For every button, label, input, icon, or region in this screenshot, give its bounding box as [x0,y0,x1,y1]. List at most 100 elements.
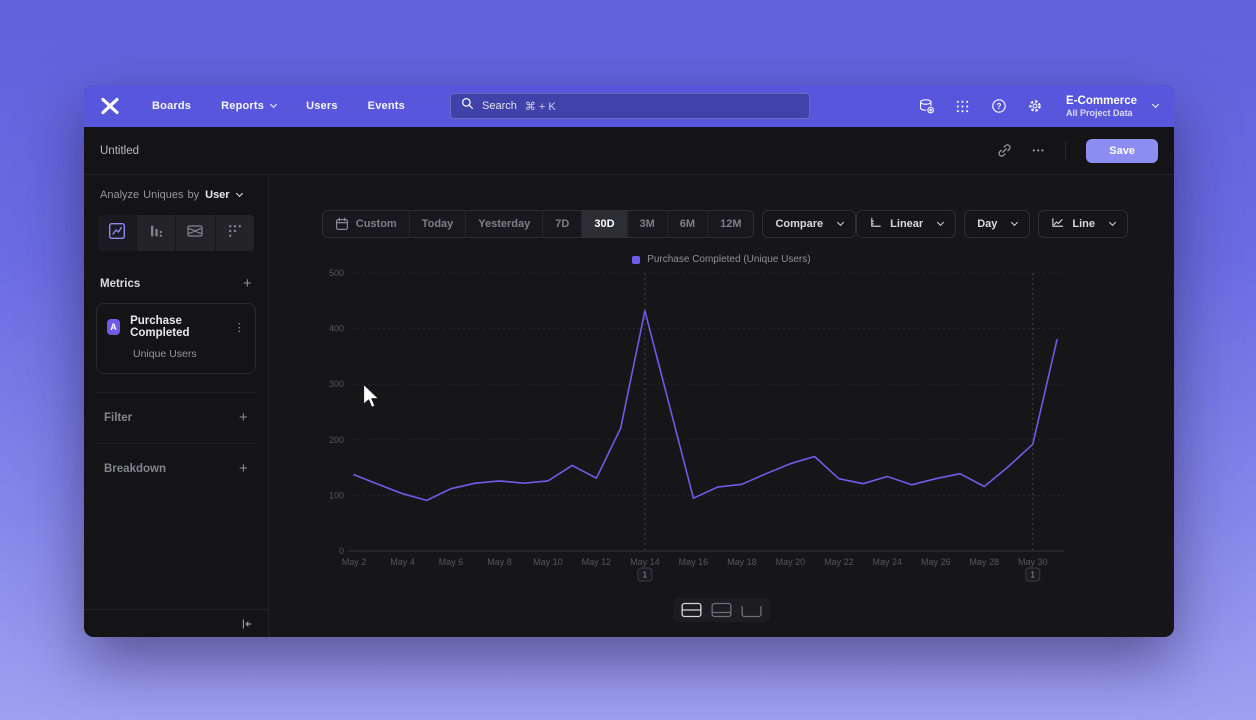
funnels-bars-icon [146,221,166,246]
y-axis-label: 300 [329,379,344,389]
scale-dropdown[interactable]: Linear [856,210,957,238]
metric-series-badge: A [107,319,121,335]
metric-event-name[interactable]: Purchase Completed [130,315,190,339]
metric-options-icon[interactable]: ⋮ [233,321,245,334]
chart-type-dropdown[interactable]: Line [1038,210,1128,238]
calendar-icon [335,217,348,231]
y-axis-label: 400 [329,324,344,334]
chart-size-full-button[interactable] [740,601,763,619]
report-header: Untitled ••• Save [84,127,1174,175]
date-range-group: Custom Today Yesterday 7D 30D 3M 6M 12M [321,210,755,238]
tab-flows[interactable] [175,215,215,251]
x-axis-label: May 6 [438,557,463,567]
analyze-row: Analyze Uniques by User [84,175,268,211]
annotation-badge[interactable] [637,567,653,582]
chevron-down-icon [270,100,278,109]
x-axis-label: May 12 [581,557,611,567]
add-metric-button[interactable]: + [242,275,252,292]
top-nav: Boards Reports Users Events Search ⌘ + K [84,85,1174,127]
range-30d[interactable]: 30D [581,211,627,237]
metric-measure[interactable]: Unique Users [133,348,197,360]
tab-insights[interactable] [98,215,137,251]
metric-card[interactable]: A Purchase Completed ⋮ Unique Users [96,303,256,374]
chart-size-split-button[interactable] [680,601,703,619]
app-window: Boards Reports Users Events Search ⌘ + K [84,85,1174,637]
filter-label: Filter [104,411,133,424]
nav-item-users[interactable]: Users [306,100,338,112]
report-title[interactable]: Untitled [100,144,139,157]
collapse-sidebar-icon[interactable] [239,617,254,631]
help-icon[interactable]: ? [990,98,1007,115]
range-yesterday[interactable]: Yesterday [465,211,542,237]
range-6m[interactable]: 6M [666,211,707,237]
x-axis-label: May 4 [390,557,415,567]
series-line[interactable] [352,309,1058,502]
more-options-icon[interactable]: ••• [1032,146,1046,155]
line-chart[interactable]: 0 100 200 300 400 500 1 1 May 2 May 4 May 6 May 8 Ma… [322,268,1067,590]
range-7d[interactable]: 7D [542,211,581,237]
nav-item-boards[interactable]: Boards [152,100,192,112]
tab-funnels[interactable] [136,215,176,251]
range-12m[interactable]: 12M [707,211,753,237]
range-custom[interactable]: Custom [323,211,409,237]
x-axis-label: May 18 [727,557,757,567]
nav-menu: Boards Reports Users Events [152,100,435,112]
analyze-measure[interactable]: Uniques [143,189,184,201]
settings-gear-icon[interactable] [1026,98,1043,115]
annotation-badge-label: 1 [1030,571,1035,580]
x-axis-label: May 8 [487,557,512,567]
nav-item-reports[interactable]: Reports [221,100,278,112]
analyze-connector: by [187,189,200,201]
search-shortcut: ⌘ + K [524,100,556,113]
search-icon [461,97,474,115]
search-input[interactable]: Search ⌘ + K [450,93,810,119]
x-axis-label: May 10 [533,557,563,567]
x-axis-label: May 20 [775,557,805,567]
flows-sankey-icon [185,221,205,246]
tab-retention[interactable] [214,215,254,251]
report-header-actions: ••• Save [997,138,1158,163]
x-axis-label: May 22 [824,557,854,567]
search-placeholder: Search [482,100,517,112]
x-axis-label: May 26 [921,557,951,567]
project-switcher[interactable]: E-Commerce All Project Data [1066,94,1160,118]
add-filter-button[interactable]: + [238,409,248,426]
header-divider [1065,141,1067,160]
insights-line-chart-icon [107,221,127,246]
annotation-badge-label: 1 [642,571,647,580]
apps-grid-icon[interactable] [954,98,971,115]
chevron-down-icon [937,218,945,227]
analyze-prefix: Analyze [100,189,140,201]
analyze-entity-dropdown[interactable]: User [205,189,243,201]
chart-legend[interactable]: Purchase Completed (Unique Users) [269,254,1174,265]
y-axis-label: 200 [329,435,344,445]
nav-right: ? E-Commerce All Project Data [918,94,1160,118]
view-options: Linear Day [856,210,1128,238]
share-link-icon[interactable] [997,143,1012,158]
range-3m[interactable]: 3M [626,211,667,237]
sidebar-footer [84,609,268,637]
data-management-icon[interactable] [918,98,935,115]
add-breakdown-button[interactable]: + [238,460,248,477]
interval-dropdown[interactable]: Day [964,210,1031,238]
axis-scale-icon [869,216,882,232]
project-name: E-Commerce [1066,94,1137,107]
query-sidebar: Analyze Uniques by User [84,175,269,637]
x-axis-label: May 16 [678,557,708,567]
compare-button[interactable]: Compare [762,210,857,238]
mixpanel-logo-icon[interactable] [100,96,122,116]
chart-size-toggles [269,598,1174,622]
retention-dots-icon [225,221,245,246]
annotation-badge[interactable] [1025,567,1041,582]
report-type-tabs [98,215,254,251]
chart-size-medium-button[interactable] [710,601,733,619]
range-today[interactable]: Today [408,211,466,237]
save-button[interactable]: Save [1086,138,1158,163]
x-axis-label: May 2 [341,557,366,567]
nav-item-events[interactable]: Events [367,100,405,112]
x-axis-label: May 28 [969,557,999,567]
content-area: Analyze Uniques by User [84,175,1174,637]
y-axis-label: 100 [329,490,344,500]
x-axis-label: May 30 [1018,557,1048,567]
